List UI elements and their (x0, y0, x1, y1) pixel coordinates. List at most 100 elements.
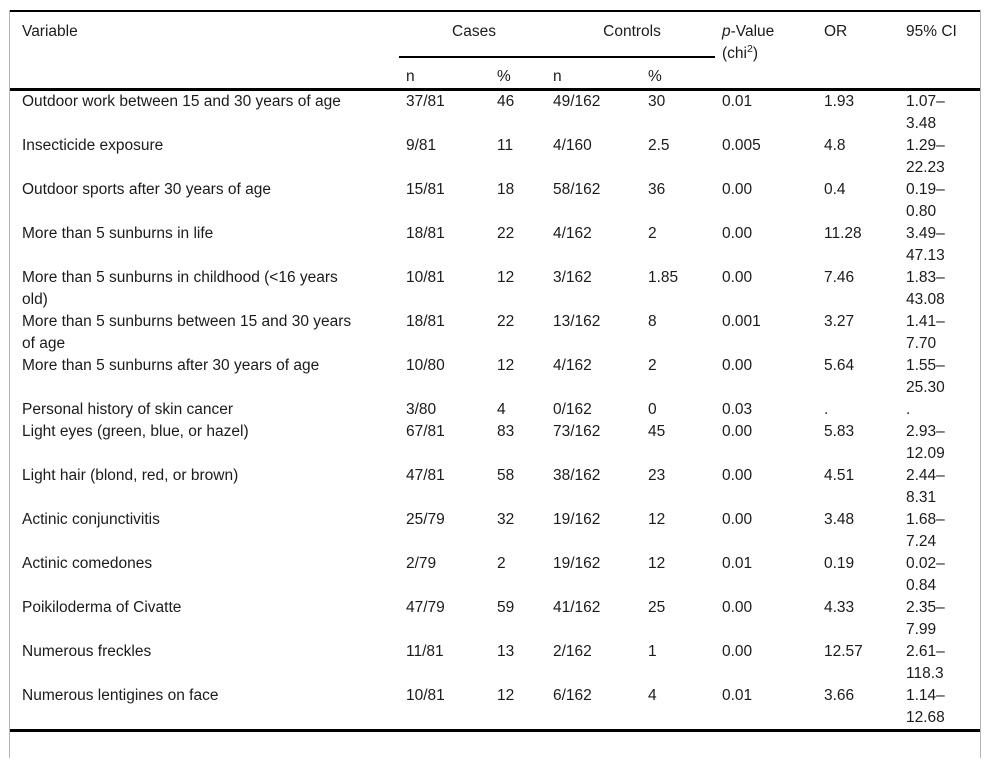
cell-p-value: 0.01 (722, 687, 753, 704)
cell-ci: . (906, 401, 911, 418)
cell-variable: More than 5 sunburns after 30 years of a… (22, 357, 320, 374)
cell-controls-n: 41/162 (553, 599, 601, 616)
cell-variable: Outdoor sports after 30 years of age (22, 181, 271, 198)
cell-p-value: 0.00 (722, 269, 753, 286)
cell-controls-n: 4/160 (553, 137, 592, 154)
column-header-ci: 95% CI (906, 23, 957, 40)
cell-p-value: 0.00 (722, 643, 753, 660)
cell-ci: 1.41– 7.70 (906, 313, 945, 352)
cell-ci: 1.07– 3.48 (906, 93, 945, 132)
cell-controls-n: 73/162 (553, 423, 601, 440)
cell-or: 4.33 (824, 599, 855, 616)
cell-controls-pct: 2.5 (648, 137, 670, 154)
cell-p-value: 0.01 (722, 93, 753, 110)
cell-or: 3.27 (824, 313, 855, 330)
cell-p-value: 0.00 (722, 467, 753, 484)
cell-controls-n: 19/162 (553, 511, 601, 528)
cell-or: 5.83 (824, 423, 855, 440)
cell-or: 7.46 (824, 269, 855, 286)
cell-p-value: 0.001 (722, 313, 761, 330)
cell-ci: 1.55– 25.30 (906, 357, 945, 396)
cell-controls-n: 38/162 (553, 467, 601, 484)
cell-cases-n: 3/80 (406, 401, 437, 418)
cell-p-value: 0.00 (722, 357, 753, 374)
table-row: Personal history of skin cancer 3/80 4 0/16… (10, 399, 980, 421)
cell-cases-n: 47/81 (406, 467, 445, 484)
cell-cases-pct: 83 (497, 423, 515, 440)
cell-controls-pct: 0 (648, 401, 657, 418)
cell-controls-pct: 1.85 (648, 269, 679, 286)
cell-controls-pct: 1 (648, 643, 657, 660)
cell-ci: 1.14– 12.68 (906, 687, 945, 726)
cell-p-value: 0.005 (722, 137, 761, 154)
cell-variable: More than 5 sunburns in life (22, 225, 214, 242)
cell-cases-pct: 11 (497, 137, 514, 154)
table-frame: Variable Cases Controls p-Value (chi2) OR… (9, 10, 981, 758)
cell-variable: More than 5 sunburns between 15 and 30 y… (22, 313, 352, 352)
cell-cases-pct: 59 (497, 599, 515, 616)
header-group-row: Variable Cases Controls p-Value (chi2) OR… (10, 11, 980, 62)
table-row: Light hair (blond, red, or brown) 47/81 58… (10, 465, 980, 509)
cell-variable: Actinic comedones (22, 555, 153, 572)
cell-ci: 2.61– 118.3 (906, 643, 945, 682)
cell-controls-pct: 36 (648, 181, 666, 198)
table-row: More than 5 sunburns in childhood (<16 y… (10, 267, 980, 311)
table-row: Outdoor work between 15 and 30 years of … (10, 90, 980, 136)
cell-p-value: 0.00 (722, 181, 753, 198)
cell-cases-pct: 22 (497, 313, 515, 330)
cell-ci: 2.93– 12.09 (906, 423, 945, 462)
chi-superscript: 2 (746, 42, 753, 55)
cell-cases-pct: 18 (497, 181, 515, 198)
pvalue-rest: -Value (730, 23, 775, 40)
cell-cases-n: 18/81 (406, 313, 445, 330)
table-row: More than 5 sunburns in life 18/81 22 4/162… (10, 223, 980, 267)
cell-p-value: 0.00 (722, 511, 753, 528)
cell-cases-pct: 46 (497, 93, 515, 110)
cell-p-value: 0.00 (722, 423, 753, 440)
cell-cases-pct: 22 (497, 225, 515, 242)
cell-controls-n: 4/162 (553, 225, 592, 242)
cell-p-value: 0.01 (722, 555, 753, 572)
subheader-controls-n: n (553, 68, 562, 85)
cell-controls-pct: 12 (648, 511, 666, 528)
cell-cases-n: 37/81 (406, 93, 445, 110)
cell-controls-n: 58/162 (553, 181, 601, 198)
cell-controls-pct: 12 (648, 555, 666, 572)
cell-controls-pct: 25 (648, 599, 666, 616)
table-row: Numerous freckles 11/81 13 2/162 1 0.00 12.57 2… (10, 641, 980, 685)
cell-cases-n: 10/81 (406, 687, 445, 704)
cell-ci: 1.68– 7.24 (906, 511, 945, 550)
cell-controls-n: 4/162 (553, 357, 592, 374)
cell-cases-n: 67/81 (406, 423, 445, 440)
cell-cases-pct: 12 (497, 269, 515, 286)
cell-controls-pct: 23 (648, 467, 666, 484)
cell-controls-n: 19/162 (553, 555, 601, 572)
cell-controls-pct: 30 (648, 93, 666, 110)
cell-variable: Light eyes (green, blue, or hazel) (22, 423, 249, 440)
column-group-controls: Controls (546, 11, 715, 58)
column-header-variable: Variable (22, 23, 78, 40)
cell-controls-n: 0/162 (553, 401, 592, 418)
cell-variable: More than 5 sunburns in childhood (<16 y… (22, 269, 338, 308)
table-row: More than 5 sunburns between 15 and 30 y… (10, 311, 980, 355)
subheader-controls-pct: % (648, 68, 662, 85)
cell-p-value: 0.03 (722, 401, 753, 418)
cell-cases-n: 10/81 (406, 269, 445, 286)
cell-controls-n: 49/162 (553, 93, 601, 110)
cell-cases-n: 47/79 (406, 599, 445, 616)
cell-variable: Outdoor work between 15 and 30 years of … (22, 93, 341, 110)
cell-variable: Light hair (blond, red, or brown) (22, 467, 239, 484)
cell-variable: Numerous lentigines on face (22, 687, 219, 704)
table-row: More than 5 sunburns after 30 years of a… (10, 355, 980, 399)
subheader-cases-pct: % (497, 68, 511, 85)
pvalue-italic-p: p (722, 23, 731, 40)
cell-controls-n: 13/162 (553, 313, 601, 330)
cell-ci: 0.02– 0.84 (906, 555, 945, 594)
cell-variable: Numerous freckles (22, 643, 152, 660)
header-sub-row: n % n % (10, 57, 980, 90)
cell-ci: 1.83– 43.08 (906, 269, 945, 308)
cell-controls-pct: 2 (648, 357, 657, 374)
cell-cases-n: 25/79 (406, 511, 445, 528)
table-row: Poikiloderma of Civatte 47/79 59 41/162 25 0.… (10, 597, 980, 641)
cell-controls-pct: 4 (648, 687, 657, 704)
